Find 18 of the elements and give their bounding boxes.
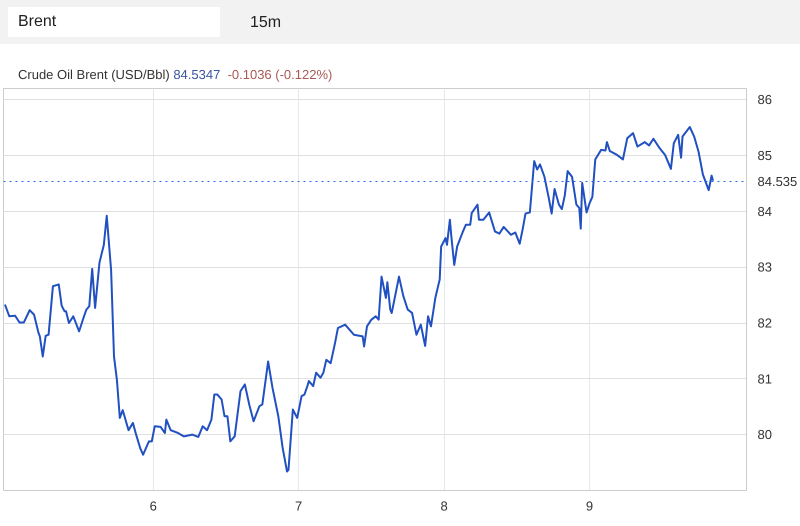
text: Brent: [8, 7, 220, 37]
y-tick-label: 83: [758, 260, 772, 275]
x-tick-label: 9: [586, 498, 594, 514]
text: 15m: [250, 13, 282, 33]
text: 84.5347: [173, 67, 220, 82]
y-tick-label: 80: [758, 427, 772, 442]
y-tick-label: 81: [758, 371, 772, 386]
y-tick-label: 84: [758, 204, 772, 219]
line-series: [4, 126, 714, 473]
y-tick-label: 82: [758, 316, 772, 330]
chart-title: Crude Oil Brent (USD/Bbl): [18, 67, 170, 82]
ref-line-label: 84.535: [758, 174, 798, 189]
text: -0.1036 (-0.122%): [228, 67, 332, 82]
x-tick-label: 8: [440, 498, 448, 514]
y-tick-label: 86: [758, 92, 772, 108]
y-tick-label: 85: [758, 148, 772, 163]
x-tick-label: 6: [150, 498, 157, 514]
x-tick-label: 7: [295, 498, 302, 514]
